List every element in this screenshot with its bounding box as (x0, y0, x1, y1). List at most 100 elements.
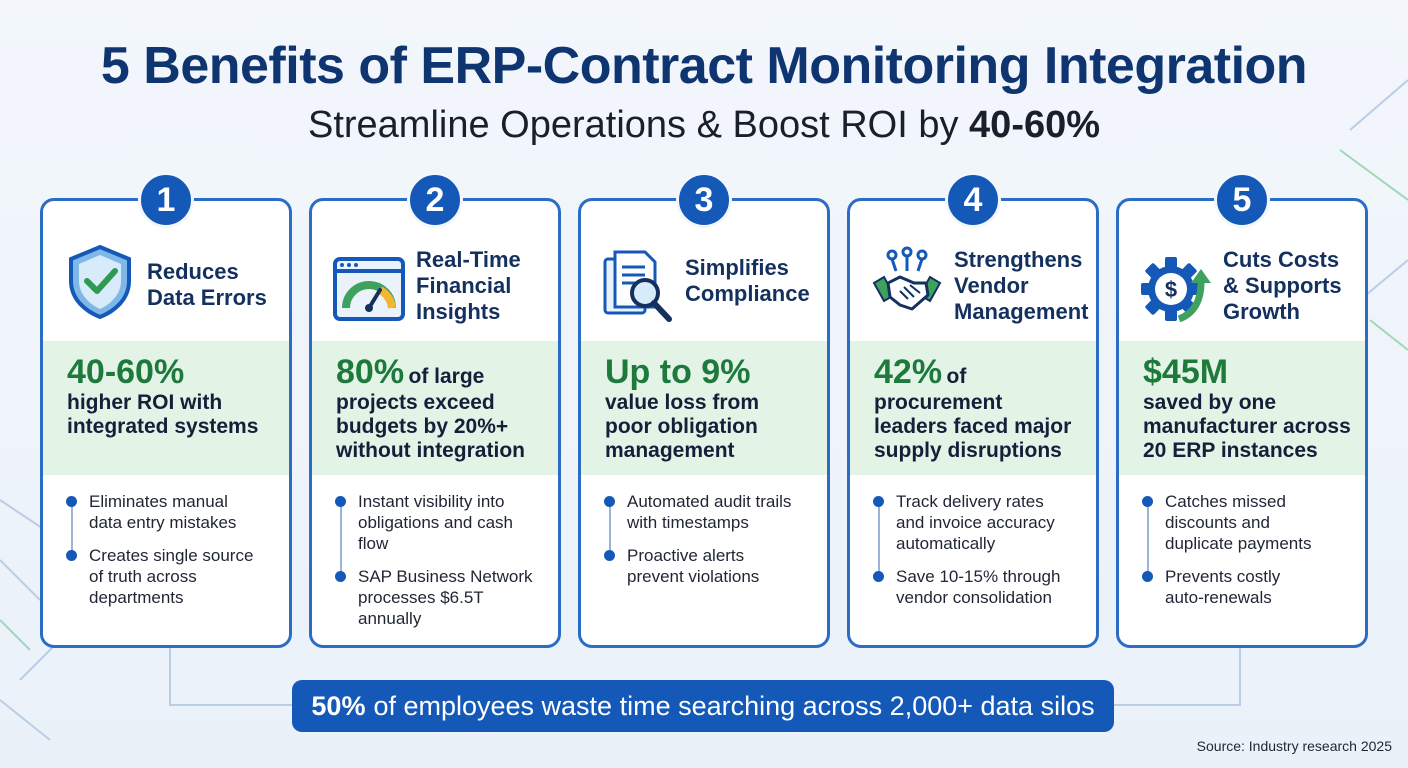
bullet-text: SAP Business Network (358, 567, 533, 586)
bullet-text: Track delivery rates (896, 492, 1044, 511)
bullet-list: Track delivery rates and invoice accurac… (870, 491, 1090, 620)
stat-line: manufacturer across (1143, 415, 1351, 438)
card-title-line: Insights (416, 299, 501, 324)
card-title: Cuts Costs & Supports Growth (1223, 247, 1365, 325)
stat-line: saved by one (1143, 391, 1277, 414)
card-title-line: Strengthens (954, 247, 1083, 272)
card-title-line: Vendor (954, 273, 1029, 298)
card-title-line: Financial (416, 273, 512, 298)
bullet-connector (340, 503, 342, 579)
footer-text: of employees waste time searching across… (373, 690, 1095, 721)
svg-text:$: $ (1165, 277, 1177, 302)
stat-headline: 42% of (874, 353, 1082, 391)
page-subtitle: Streamline Operations & Boost ROI by 40-… (0, 104, 1408, 147)
bullet-dot (1142, 571, 1153, 582)
benefit-card-2: Real-Time Financial Insights 80% of larg… (309, 198, 561, 648)
bullet-text: discounts and (1165, 513, 1270, 532)
stat-band: Up to 9% value loss from poor obligation… (581, 341, 827, 475)
stat-line: leaders faced major (874, 415, 1072, 438)
shield-check-icon (69, 244, 131, 320)
list-item: Automated audit trails with timestamps (601, 491, 821, 533)
card-header: Real-Time Financial Insights (312, 201, 558, 341)
bullet-text: Instant visibility into (358, 492, 505, 511)
stat-band: 80% of large projects exceed budgets by … (312, 341, 558, 475)
card-title: Real-Time Financial Insights (416, 247, 558, 325)
card-header: $ Cuts Costs & Supports Growth (1119, 201, 1365, 341)
stat-inline: of (946, 365, 967, 388)
bullet-text: Save 10-15% through (896, 567, 1061, 586)
gear-dollar-growth-icon: $ (1141, 257, 1211, 323)
card-4-number-badge: 4 (945, 172, 1001, 228)
handshake-icon (872, 246, 942, 311)
list-item: Proactive alerts prevent violations (601, 545, 821, 587)
bullet-connector (71, 503, 73, 559)
stat-line: integrated systems (67, 415, 259, 438)
bullet-text: departments (89, 588, 184, 607)
stat-line: projects exceed (336, 391, 495, 414)
benefit-card-4: Strengthens Vendor Management 42% of pro… (847, 198, 1099, 648)
source-note: Source: Industry research 2025 (1196, 738, 1392, 754)
card-header: Strengthens Vendor Management (850, 201, 1096, 341)
bullet-dot (873, 496, 884, 507)
list-item: Instant visibility into obligations and … (332, 491, 552, 554)
list-item: Catches missed discounts and duplicate p… (1139, 491, 1359, 554)
bullet-dot (1142, 496, 1153, 507)
stat-line: poor obligation (605, 415, 758, 438)
bullet-text: Prevents costly (1165, 567, 1281, 586)
card-title-line: Cuts Costs (1223, 247, 1340, 272)
stat-line: without integration (336, 439, 525, 462)
bullet-text: automatically (896, 534, 996, 553)
card-title-line: & Supports (1223, 273, 1342, 298)
bullet-text: Proactive alerts (627, 546, 745, 565)
bullet-text: flow (358, 534, 389, 553)
card-title-line: Reduces (147, 259, 239, 284)
list-item: Track delivery rates and invoice accurac… (870, 491, 1090, 554)
subtitle-highlight: 40-60% (969, 104, 1101, 146)
benefit-card-5: $ Cuts Costs & Supports Growth $45M save… (1116, 198, 1368, 648)
card-title: Strengthens Vendor Management (954, 247, 1096, 325)
card-title-line: Real-Time (416, 247, 521, 272)
bullet-text: annually (358, 609, 422, 628)
list-item: SAP Business Network processes $6.5T ann… (332, 566, 552, 629)
dashboard-gauge-icon (333, 257, 405, 321)
bullet-text: processes $6.5T (358, 588, 484, 607)
list-item: Creates single source of truth across de… (63, 545, 283, 608)
list-item: Save 10-15% through vendor consolidation (870, 566, 1090, 608)
card-title-line: Simplifies (685, 255, 789, 280)
stat-value: Up to 9% (605, 353, 751, 391)
stat-value: $45M (1143, 353, 1229, 391)
bullet-text: Catches missed (1165, 492, 1286, 511)
stat-headline: 80% of large (336, 353, 544, 391)
stat-inline: of large (408, 365, 485, 388)
bullet-text: obligations and cash (358, 513, 514, 532)
bullet-dot (66, 550, 77, 561)
bullet-connector (878, 503, 880, 579)
stat-band: 40-60% higher ROI with integrated system… (43, 341, 289, 475)
card-title-line: Data Errors (147, 285, 267, 310)
stat-value: 40-60% (67, 353, 185, 391)
stat-line: 20 ERP instances (1143, 439, 1318, 462)
document-magnifier-icon (603, 250, 672, 322)
stat-band: 42% of procurement leaders faced major s… (850, 341, 1096, 475)
bullet-connector (609, 503, 611, 559)
bullet-text: Eliminates manual (89, 492, 228, 511)
benefit-card-1: Reduces Data Errors 40-60% higher ROI wi… (40, 198, 292, 648)
stat-line: procurement (874, 391, 1003, 414)
list-item: Eliminates manual data entry mistakes (63, 491, 283, 533)
card-header: Reduces Data Errors (43, 201, 289, 341)
bullet-list: Automated audit trails with timestamps P… (601, 491, 821, 599)
stat-band: $45M saved by one manufacturer across 20… (1119, 341, 1365, 475)
card-title-line: Compliance (685, 281, 810, 306)
stat-line: supply disruptions (874, 439, 1062, 462)
bullet-text: duplicate payments (1165, 534, 1312, 553)
card-2-number-badge: 2 (407, 172, 463, 228)
page-title: 5 Benefits of ERP-Contract Monitoring In… (100, 37, 1308, 95)
stat-line: budgets by 20%+ (336, 415, 509, 438)
card-header: Simplifies Compliance (581, 201, 827, 341)
subtitle-prefix: Streamline Operations & Boost ROI by (307, 104, 970, 146)
stat-line: higher ROI with (67, 391, 223, 414)
bullet-text: prevent violations (627, 567, 760, 586)
footer-highlight: 50% (311, 690, 366, 721)
card-5-number-badge: 5 (1214, 172, 1270, 228)
bullet-dot (604, 496, 615, 507)
